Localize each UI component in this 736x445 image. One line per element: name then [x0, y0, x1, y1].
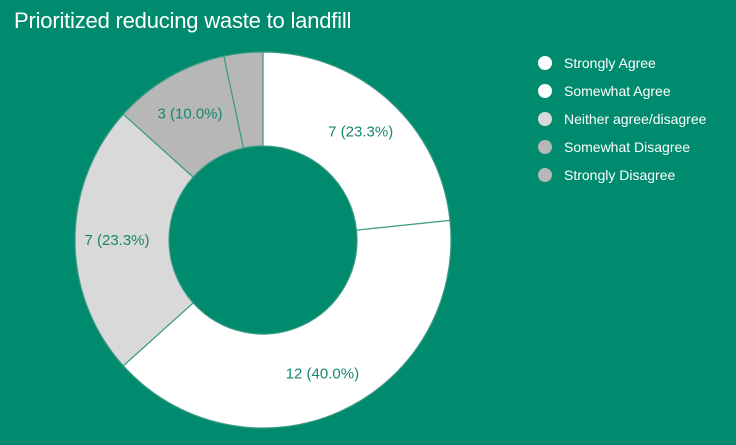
- legend-label: Somewhat Agree: [564, 83, 671, 99]
- donut-slice-strongly-disagree[interactable]: [223, 51, 264, 149]
- legend-item-somewhat-disagree[interactable]: Somewhat Disagree: [538, 133, 706, 161]
- slice-label-neither: 7 (23.3%): [84, 232, 149, 249]
- chart-legend: Strongly Agree Somewhat Agree Neither ag…: [538, 49, 706, 189]
- slice-label-somewhat-disagree: 3 (10.0%): [157, 106, 222, 123]
- legend-swatch: [538, 112, 552, 126]
- legend-swatch: [538, 56, 552, 70]
- legend-item-neither[interactable]: Neither agree/disagree: [538, 105, 706, 133]
- legend-item-strongly-disagree[interactable]: Strongly Disagree: [538, 161, 706, 189]
- legend-label: Strongly Agree: [564, 55, 656, 71]
- donut-slice-strongly-agree[interactable]: [262, 51, 451, 231]
- legend-item-somewhat-agree[interactable]: Somewhat Agree: [538, 77, 706, 105]
- slice-label-somewhat-agree: 12 (40.0%): [286, 365, 359, 382]
- slice-label-strongly-agree: 7 (23.3%): [328, 124, 393, 141]
- legend-item-strongly-agree[interactable]: Strongly Agree: [538, 49, 706, 77]
- chart-title: Prioritized reducing waste to landfill: [14, 8, 352, 33]
- legend-label: Somewhat Disagree: [564, 139, 691, 155]
- legend-swatch: [538, 168, 552, 182]
- donut-slice-neither[interactable]: [74, 113, 194, 367]
- legend-label: Neither agree/disagree: [564, 111, 707, 127]
- legend-label: Strongly Disagree: [564, 167, 676, 183]
- legend-swatch: [538, 84, 552, 98]
- legend-swatch: [538, 140, 552, 154]
- donut-slice-somewhat-agree[interactable]: [122, 219, 452, 429]
